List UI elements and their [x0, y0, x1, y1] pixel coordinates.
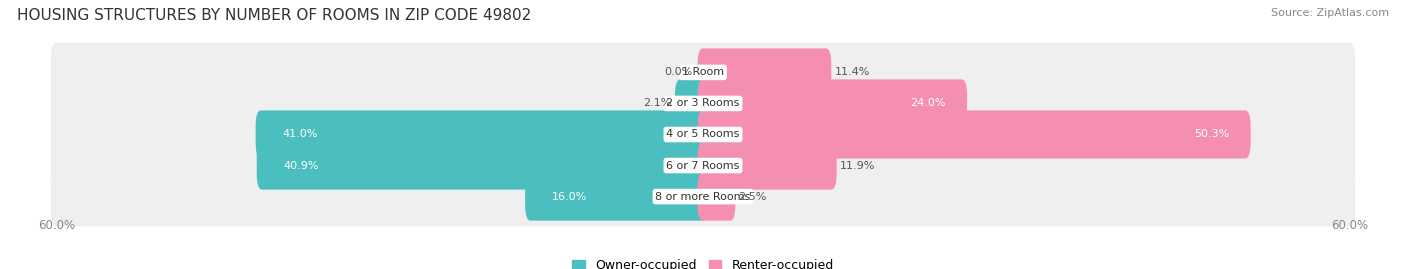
Text: 1 Room: 1 Room	[682, 68, 724, 77]
FancyBboxPatch shape	[51, 105, 1355, 164]
FancyBboxPatch shape	[675, 79, 709, 128]
Text: HOUSING STRUCTURES BY NUMBER OF ROOMS IN ZIP CODE 49802: HOUSING STRUCTURES BY NUMBER OF ROOMS IN…	[17, 8, 531, 23]
Text: 50.3%: 50.3%	[1194, 129, 1229, 140]
Text: 11.4%: 11.4%	[835, 68, 870, 77]
FancyBboxPatch shape	[697, 172, 735, 221]
FancyBboxPatch shape	[51, 74, 1355, 133]
FancyBboxPatch shape	[697, 141, 837, 190]
FancyBboxPatch shape	[51, 167, 1355, 226]
Text: 2 or 3 Rooms: 2 or 3 Rooms	[666, 98, 740, 108]
Text: Source: ZipAtlas.com: Source: ZipAtlas.com	[1271, 8, 1389, 18]
FancyBboxPatch shape	[256, 111, 709, 158]
Text: 2.1%: 2.1%	[644, 98, 672, 108]
Text: 40.9%: 40.9%	[284, 161, 319, 171]
Text: 0.0%: 0.0%	[664, 68, 692, 77]
Text: 2.5%: 2.5%	[738, 192, 766, 201]
FancyBboxPatch shape	[697, 111, 1250, 158]
FancyBboxPatch shape	[51, 136, 1355, 195]
Text: 4 or 5 Rooms: 4 or 5 Rooms	[666, 129, 740, 140]
FancyBboxPatch shape	[526, 172, 709, 221]
Text: 6 or 7 Rooms: 6 or 7 Rooms	[666, 161, 740, 171]
Text: 41.0%: 41.0%	[283, 129, 318, 140]
Text: 11.9%: 11.9%	[839, 161, 876, 171]
FancyBboxPatch shape	[51, 43, 1355, 102]
FancyBboxPatch shape	[257, 141, 709, 190]
Text: 8 or more Rooms: 8 or more Rooms	[655, 192, 751, 201]
FancyBboxPatch shape	[697, 48, 831, 97]
Legend: Owner-occupied, Renter-occupied: Owner-occupied, Renter-occupied	[568, 254, 838, 269]
Text: 24.0%: 24.0%	[910, 98, 945, 108]
FancyBboxPatch shape	[697, 79, 967, 128]
Text: 16.0%: 16.0%	[553, 192, 588, 201]
